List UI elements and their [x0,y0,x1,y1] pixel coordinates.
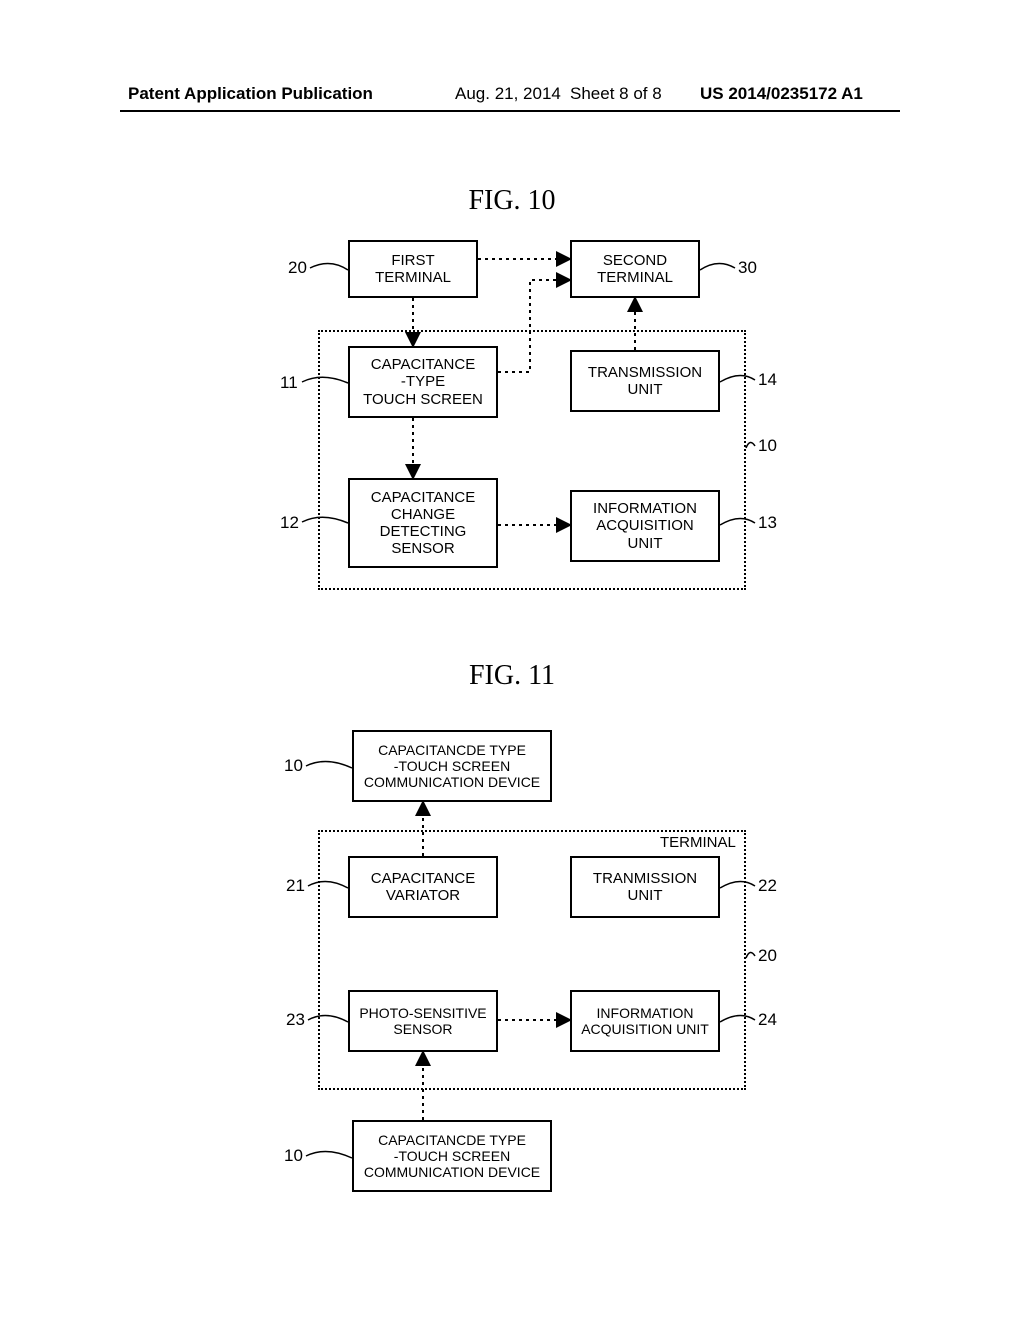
ref-10-bot: 10 [284,1146,303,1166]
ref-24: 24 [758,1010,777,1030]
ref-23: 23 [286,1010,305,1030]
fig11-leads [0,0,1024,1320]
ref-21: 21 [286,876,305,896]
ref-10-top: 10 [284,756,303,776]
ref-22: 22 [758,876,777,896]
ref-20-container: 20 [758,946,777,966]
